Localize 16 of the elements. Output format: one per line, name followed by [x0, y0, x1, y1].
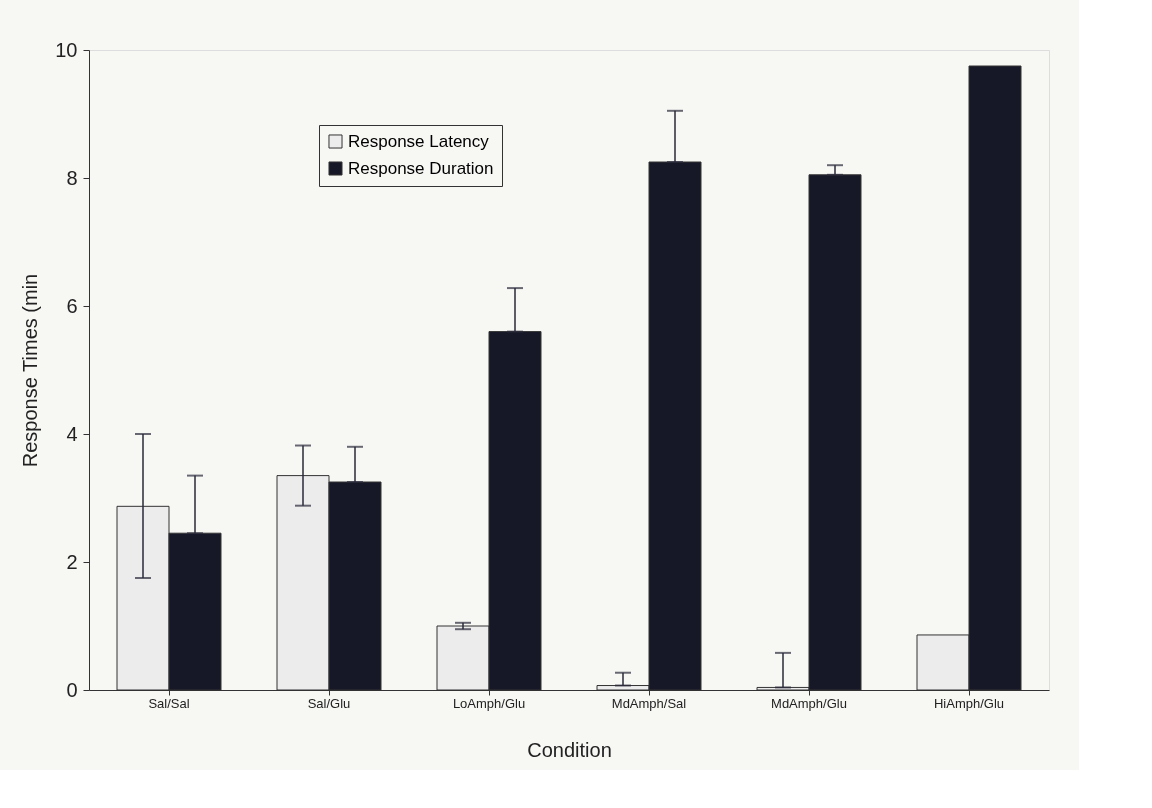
- x-tick-label: MdAmph/Glu: [771, 695, 847, 711]
- x-tick-label: MdAmph/Sal: [611, 695, 687, 711]
- y-tick-label: 8: [66, 166, 78, 189]
- x-tick-label: HiAmph/Glu: [933, 695, 1005, 711]
- y-tick-label: 0: [66, 678, 78, 701]
- legend-label: Response Duration: [348, 158, 494, 178]
- x-tick-label: Sal/Sal: [148, 695, 190, 711]
- y-tick-label: 6: [66, 294, 78, 317]
- legend-label: Response Latency: [348, 131, 490, 151]
- x-axis-title: Condition: [527, 738, 612, 761]
- y-axis-title: Response Times (min: [19, 273, 42, 468]
- y-tick-label: 4: [66, 422, 78, 445]
- y-tick-label: 2: [66, 550, 78, 573]
- x-tick-label: Sal/Glu: [307, 695, 351, 711]
- x-tick-label: LoAmph/Glu: [452, 695, 526, 711]
- y-tick-label: 10: [55, 38, 78, 61]
